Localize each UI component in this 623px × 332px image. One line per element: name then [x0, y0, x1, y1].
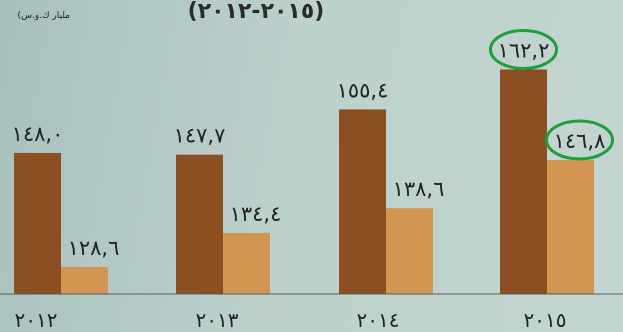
value-label: ١٣٨,٦ [393, 177, 445, 201]
value-label: ١٣٤,٤ [230, 202, 282, 226]
x-tick-label: ٢٠١٢ [15, 308, 58, 332]
x-tick-label: ٢٠١٥ [524, 308, 567, 332]
bar-٢٠١٢-series-2 [61, 266, 108, 294]
value-label: ١٤٧,٧ [174, 124, 226, 148]
x-ticks-group: ٢٠١٢ ٢٠١٣ ٢٠١٤ ٢٠١٥ [15, 308, 567, 332]
x-tick-label: ٢٠١٤ [357, 308, 400, 332]
bar-٢٠١٢-series-1 [14, 152, 61, 294]
bar-٢٠١٥-series-1 [500, 69, 547, 295]
bar-٢٠١٣-series-1 [176, 154, 223, 294]
value-label: ١٤٨,٠ [12, 122, 64, 146]
value-label: ١٢٨,٦ [68, 236, 120, 260]
highlight-circle [489, 28, 558, 70]
bars-group: ١٤٨,٠ ١٢٨,٦ ١٤٧,٧ ١٣٤,٤ ١٥٥,٤ ١٣٨,٦ ١٦٢,٢ ١٤٦,٨ [12, 28, 614, 295]
bar-٢٠١٥-series-2 [547, 159, 594, 294]
value-label: ١٦٢,٢ [498, 38, 550, 62]
value-label: ١٥٥,٤ [337, 78, 389, 102]
bar-٢٠١٣-series-2 [223, 232, 270, 294]
chart-title: (٢٠١٥-٢٠١٢) [188, 0, 325, 24]
bar-٢٠١٤-series-2 [386, 208, 433, 294]
highlight-circle [545, 119, 614, 161]
unit-label: (مليار ك.و.س [18, 11, 71, 21]
bar-٢٠١٤-series-1 [339, 109, 386, 295]
x-tick-label: ٢٠١٣ [196, 308, 239, 332]
value-label: ١٤٦,٨ [554, 129, 606, 153]
